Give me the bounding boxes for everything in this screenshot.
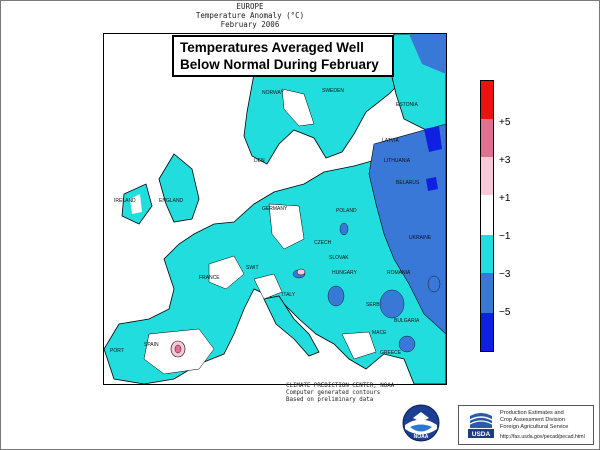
label-switzerland: SWIT xyxy=(246,265,259,271)
legend-color-bar xyxy=(480,80,494,352)
legend-label-minus1: −1 xyxy=(499,231,511,242)
label-france: FRANCE xyxy=(199,275,220,281)
label-czech: CZECH xyxy=(314,240,332,246)
ireland-warm-patch xyxy=(130,194,142,214)
label-bulgaria: BULGARIA xyxy=(394,318,420,324)
map-region-title: EUROPE xyxy=(236,2,264,11)
france-normal-patch xyxy=(208,255,245,290)
usda-line-3: Foreign Agricultural Service xyxy=(500,423,569,430)
alps-warm-spot xyxy=(296,268,306,276)
label-macedonia: MACE xyxy=(372,330,387,336)
map-svg: NORWAY SWEDEN ESTONIA LATVIA LITHUANIA B… xyxy=(104,34,446,384)
legend-swatch-5 xyxy=(481,235,493,273)
callout-line-2: Below Normal During February xyxy=(180,57,379,72)
credits-line-1: CLIMATE PREDICTION CENTER, NOAA xyxy=(286,383,395,389)
label-germany: GERMANY xyxy=(262,206,288,212)
map-header: EUROPE Temperature Anomaly (°C) February… xyxy=(100,2,400,29)
legend-swatch-2 xyxy=(481,119,493,157)
label-ukraine: UKRAINE xyxy=(409,235,432,241)
legend-swatch-1 xyxy=(481,81,493,119)
romania-cold-patch xyxy=(379,289,405,319)
label-lithuania: LITHUANIA xyxy=(384,158,411,164)
credits-line-2: Computer generated contours xyxy=(286,390,381,396)
legend-swatch-3 xyxy=(481,157,493,195)
label-serbia: SERB xyxy=(366,302,380,308)
label-denmark: DEN xyxy=(254,158,265,164)
map-variable-title: Temperature Anomaly (°C) xyxy=(195,11,305,20)
callout-line-1: Temperatures Averaged Well xyxy=(180,40,364,55)
usda-line-2: Crop Assessment Division xyxy=(500,416,565,423)
spain-warmer-spot xyxy=(174,344,182,354)
label-estonia: ESTONIA xyxy=(396,102,419,108)
legend-swatch-7 xyxy=(481,313,493,351)
label-ireland: IRELAND xyxy=(114,198,136,204)
usda-url[interactable]: http://fas.usda.gov/pecad/pecad.html xyxy=(500,434,585,440)
legend-label-plus1: +1 xyxy=(499,193,511,204)
balkans-normal-patch xyxy=(341,331,377,360)
temperature-anomaly-map: NORWAY SWEDEN ESTONIA LATVIA LITHUANIA B… xyxy=(103,33,447,385)
bulgaria-cold-patch xyxy=(398,335,416,353)
headline-callout: Temperatures Averaged Well Below Normal … xyxy=(172,35,394,77)
label-portugal: PORT xyxy=(110,348,124,354)
noaa-logo-text: NOAA xyxy=(414,434,429,440)
hungary-cold-patch xyxy=(327,285,345,307)
germany-normal-patch xyxy=(268,203,305,250)
legend-label-minus3: −3 xyxy=(499,269,511,280)
legend-label-plus5: +5 xyxy=(499,117,511,128)
scandinavia-warm-patch xyxy=(281,88,315,127)
legend-swatch-4 xyxy=(481,195,493,235)
legend-label-plus3: +3 xyxy=(499,155,511,166)
baltic-very-cold-patch xyxy=(424,126,442,152)
label-spain: SPAIN xyxy=(144,342,159,348)
alps-normal-patch xyxy=(253,273,283,300)
poland-cold-patch xyxy=(339,222,349,236)
label-sweden: SWEDEN xyxy=(322,88,344,94)
label-belarus: BELARUS xyxy=(396,180,420,186)
continental-europe xyxy=(104,143,446,384)
label-romania: ROMANIA xyxy=(387,270,411,276)
ukraine-cold-patch xyxy=(427,275,441,293)
usda-line-1: Production Estimates and xyxy=(500,410,564,416)
italy-peninsula xyxy=(263,295,320,357)
label-hungary: HUNGARY xyxy=(332,270,358,276)
label-poland: POLAND xyxy=(336,208,357,214)
legend-swatch-6 xyxy=(481,273,493,313)
eastern-cold-zone xyxy=(368,123,446,335)
label-england: ENGLAND xyxy=(159,198,184,204)
label-slovak: SLOVAK xyxy=(329,255,349,261)
label-greece: GREECE xyxy=(380,350,402,356)
label-norway: NORWAY xyxy=(262,90,285,96)
usda-text: Production Estimates and Crop Assessment… xyxy=(500,410,568,430)
noaa-logo: NOAA xyxy=(402,404,440,442)
label-latvia: LATVIA xyxy=(382,138,400,144)
belarus-very-cold-patch xyxy=(426,177,438,191)
great-britain xyxy=(158,153,200,223)
usda-logo-text: USDA xyxy=(472,431,491,438)
credits-line-3: Based on preliminary data xyxy=(286,397,374,403)
usda-logo: USDA xyxy=(468,413,494,438)
legend-label-minus5: −5 xyxy=(499,307,511,318)
map-date-title: February 2006 xyxy=(220,20,280,29)
label-italy: ITALY xyxy=(282,292,296,298)
map-credits: CLIMATE PREDICTION CENTER, NOAA Computer… xyxy=(286,383,394,404)
finland-cold-patch xyxy=(409,34,446,74)
